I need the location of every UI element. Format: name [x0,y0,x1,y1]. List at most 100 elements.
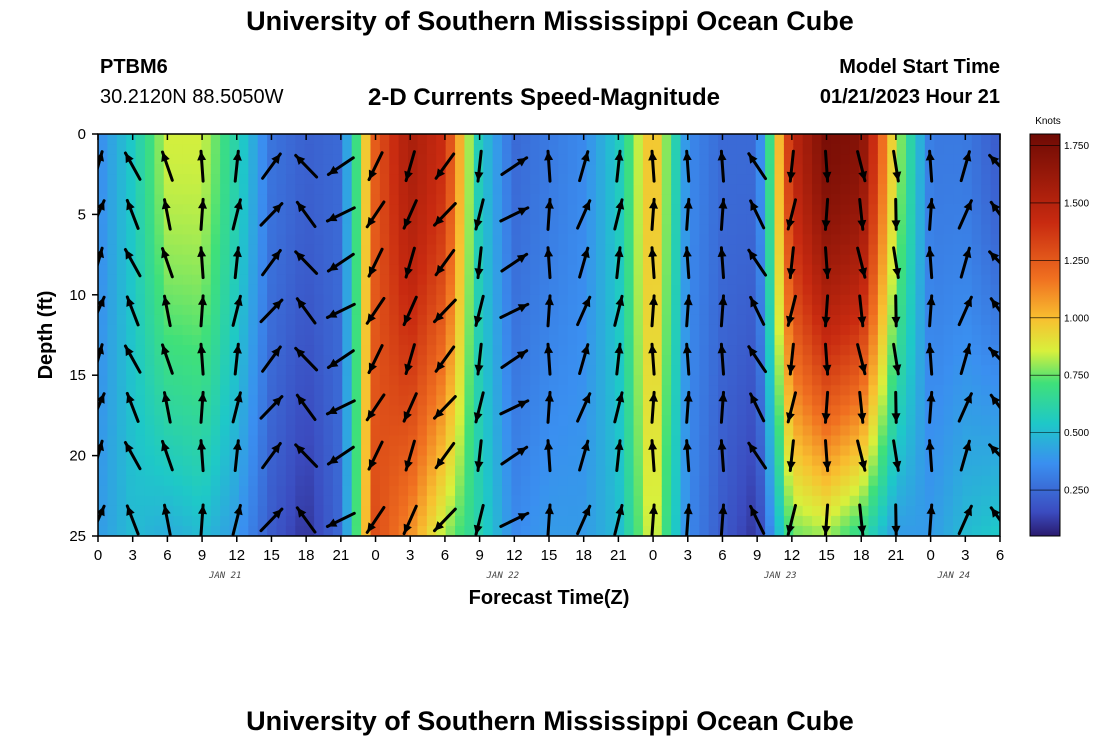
heatmap-cell [492,224,503,236]
heatmap-cell [398,184,409,195]
heatmap-cell [351,214,362,226]
heatmap-cell [389,345,400,356]
heatmap-cell [859,445,870,457]
heatmap-cell [736,425,747,437]
heatmap-cell [887,515,898,527]
heatmap-cell [774,284,785,296]
heatmap-cell [379,324,390,336]
heatmap-cell [642,174,653,185]
heatmap-cell [107,174,118,185]
heatmap-cell [389,284,400,296]
heatmap-cell [191,405,202,416]
heatmap-cell [962,264,973,276]
heatmap-cell [802,345,813,356]
heatmap-cell [755,495,766,507]
heatmap-cell [210,515,221,527]
heatmap-cell [981,445,992,457]
arrow-head [126,296,135,307]
heatmap-cell [370,525,381,536]
heatmap-cell [285,134,296,145]
heatmap-cell [351,345,362,356]
heatmap-cell [530,455,541,467]
heatmap-cell [173,365,184,376]
heatmap-cell [502,345,513,356]
heatmap-cell [408,194,419,205]
heatmap-cell [248,204,259,215]
current-arrow [957,504,973,536]
heatmap-cell [276,314,287,326]
heatmap-cell [708,304,719,316]
heatmap-cell [238,445,249,457]
heatmap-cell [530,485,541,497]
heatmap-cell [398,495,409,507]
heatmap-cell [830,485,841,497]
heatmap-cell [379,274,390,286]
heatmap-cell [906,324,917,336]
heatmap-cell [642,254,653,266]
heatmap-cell [840,144,851,155]
heatmap-cell [332,425,343,437]
heatmap-cell [154,194,165,205]
heatmap-cell [953,184,964,195]
heatmap-cell [511,164,522,175]
heatmap-cell [285,425,296,437]
heatmap-cell [144,385,155,396]
heatmap-cell [98,405,108,416]
heatmap-cell [774,214,785,226]
current-arrow [500,156,529,176]
heatmap-cell [830,234,841,246]
heatmap-cell [248,224,259,236]
heatmap-cell [276,425,287,437]
current-arrow [891,197,901,231]
heatmap-cell [971,455,982,467]
heatmap-cell [830,525,841,536]
heatmap-cell [802,204,813,215]
heatmap-cell [887,455,898,467]
heatmap-cell [539,465,550,477]
heatmap-cell [783,505,794,517]
heatmap-cell [408,495,419,507]
heatmap-cell [98,164,108,175]
current-arrow [433,202,457,227]
heatmap-cell [577,435,588,447]
heatmap-cell [633,525,644,536]
heatmap-cell [116,375,127,386]
heatmap-cell [906,274,917,286]
heatmap-cell [455,515,466,527]
heatmap-cell [783,355,794,366]
heatmap-cell [755,224,766,236]
heatmap-cell [398,204,409,215]
heatmap-cell [906,174,917,185]
heatmap-cell [314,475,325,487]
heatmap-cell [624,505,635,517]
heatmap-cell [436,244,447,256]
heatmap-cell [210,375,221,386]
heatmap-cell [248,294,259,306]
heatmap-cell [455,264,466,276]
heatmap-cell [492,244,503,256]
heatmap-cell [840,495,851,507]
heatmap-cell [154,455,165,467]
heatmap-cell [238,224,249,236]
heatmap-cell [896,355,907,366]
current-arrow [125,198,140,230]
heatmap-cell [990,264,1000,276]
heatmap-cell [793,405,804,416]
heatmap-cell [426,294,437,306]
current-arrow [499,206,530,223]
heatmap-cell [558,134,569,145]
heatmap-cell [285,395,296,406]
heatmap-cell [295,335,306,346]
heatmap-cell [361,144,372,155]
heatmap-cell [398,314,409,326]
heatmap-cell [906,475,917,487]
heatmap-cell [567,355,578,366]
heatmap-cell [163,234,174,246]
heatmap-cell [577,304,588,316]
heatmap-cell [126,314,137,326]
y-tick-label: 5 [78,206,86,223]
heatmap-cell [671,465,682,477]
heatmap-cell [962,234,973,246]
heatmap-cell [812,515,823,527]
arrow-head [925,247,935,257]
